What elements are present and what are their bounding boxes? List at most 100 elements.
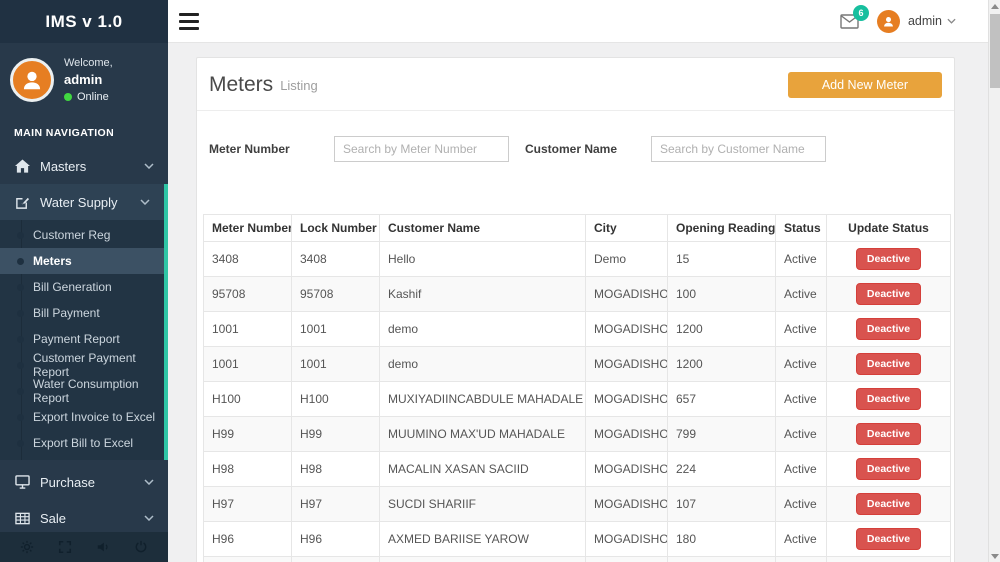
vertical-scrollbar[interactable] (988, 0, 1000, 562)
table-cell: 107 (667, 486, 776, 522)
table-cell: 180 (667, 521, 776, 557)
gear-icon[interactable] (20, 540, 34, 554)
online-dot-icon (64, 93, 72, 101)
sidebar-item-label: Masters (40, 158, 87, 174)
sidebar-subitem-customer-payment-report[interactable]: Customer Payment Report (0, 351, 164, 379)
table-cell: MOGADISHO (585, 486, 668, 522)
chevron-down-icon (144, 163, 154, 169)
app-logo[interactable]: IMS v 1.0 (0, 0, 168, 43)
scrollbar-thumb[interactable] (990, 14, 1000, 88)
table-grid-icon (14, 512, 30, 525)
sidebar-item-water-supply[interactable]: Water Supply (0, 184, 164, 220)
sidebar-item-purchase[interactable]: Purchase (0, 464, 168, 500)
header-username[interactable]: admin (907, 14, 942, 28)
edit-icon (14, 195, 30, 210)
table-row: H95H95CABDI MAX'ED QEYREMOGADISHO378Acti… (203, 556, 951, 562)
messages-button[interactable]: 6 (840, 4, 869, 29)
table-row: H98 H98 MACALIN XASAN SACIID MOGADISHO 224 Ac… (203, 451, 951, 487)
sidebar-subitem-meters[interactable]: Meters (0, 248, 164, 274)
meter-number-search-input[interactable] (334, 136, 509, 162)
table-row: H96 H96 AXMED BARIISE YAROW MOGADISHO 180 Act… (203, 521, 951, 557)
table-cell: MOGADISHO (585, 416, 668, 452)
sidebar-username: admin (64, 72, 103, 87)
deactive-button[interactable]: Deactive (855, 493, 922, 515)
scroll-down-icon[interactable] (989, 550, 1000, 562)
table-row: H99 H99 MUUMINO MAX'UD MAHADALE MOGADISHO 79… (203, 416, 951, 452)
meters-card: Meters Listing Add New Meter Meter Numbe… (196, 57, 955, 562)
table-cell: 1001 (291, 346, 380, 382)
table-cell: Deactive (826, 521, 951, 557)
deactive-button[interactable]: Deactive (855, 318, 922, 340)
table-cell: 657 (667, 381, 776, 417)
table-cell: Active (775, 416, 827, 452)
nav-header: MAIN NAVIGATION (14, 127, 115, 139)
table-cell: H98 (291, 451, 380, 487)
sidebar-subitem-customer-reg[interactable]: Customer Reg (0, 222, 164, 248)
scroll-up-icon[interactable] (989, 0, 1000, 12)
table-cell: Active (775, 276, 827, 312)
bullet-icon (17, 257, 24, 265)
main-content: Meters Listing Add New Meter Meter Numbe… (168, 43, 1000, 562)
table-cell: MOGADISHO (585, 381, 668, 417)
sidebar-subitem-water-consumption-report[interactable]: Water Consumption Report (0, 377, 164, 405)
col-lock-number: Lock Number (291, 214, 380, 242)
user-icon (23, 71, 41, 90)
table-row: H100 H100 MUXIYADIINCABDULE MAHADALE MOGADI… (203, 381, 951, 417)
chevron-down-icon (144, 515, 154, 521)
page-title: Meters (209, 73, 274, 96)
table-cell: H99 (203, 416, 292, 452)
table-cell: H100 (291, 381, 380, 417)
col-meter-number: Meter Number (203, 214, 292, 242)
bullet-icon (17, 413, 24, 421)
table-cell: H99 (291, 416, 380, 452)
sidebar-subitem-export-invoice[interactable]: Export Invoice to Excel (0, 404, 164, 430)
table-cell: H97 (291, 486, 380, 522)
deactive-button[interactable]: Deactive (855, 528, 922, 550)
sidebar-item-sale[interactable]: Sale (0, 500, 168, 536)
table-cell: Deactive (826, 346, 951, 382)
table-cell: MOGADISHO (585, 276, 668, 312)
filter-bar: Meter Number Customer Name (197, 111, 954, 162)
meters-table: Meter Number Lock Number Customer Name C… (203, 214, 951, 562)
deactive-button[interactable]: Deactive (855, 423, 922, 445)
table-cell: 1001 (203, 311, 292, 347)
customer-name-search-input[interactable] (651, 136, 826, 162)
table-cell: H96 (203, 521, 292, 557)
table-cell: AXMED BARIISE YAROW (379, 521, 586, 557)
table-cell: Deactive (826, 241, 951, 277)
welcome-text: Welcome, (64, 57, 113, 69)
table-cell: Active (775, 451, 827, 487)
deactive-button[interactable]: Deactive (855, 353, 922, 375)
deactive-button[interactable]: Deactive (855, 388, 922, 410)
hamburger-menu-icon[interactable] (168, 0, 210, 43)
table-cell: 95708 (203, 276, 292, 312)
deactive-button[interactable]: Deactive (855, 248, 922, 270)
table-cell: H96 (291, 521, 380, 557)
home-icon (14, 159, 30, 173)
sidebar-subitem-bill-payment[interactable]: Bill Payment (0, 300, 164, 326)
sidebar-subitem-export-bill[interactable]: Export Bill to Excel (0, 430, 164, 456)
deactive-button[interactable]: Deactive (855, 283, 922, 305)
online-status: Online (77, 91, 109, 103)
sidebar-item-masters[interactable]: Masters (0, 148, 168, 184)
header-avatar[interactable] (876, 9, 900, 33)
sidebar-subitem-payment-report[interactable]: Payment Report (0, 326, 164, 352)
speaker-icon[interactable] (96, 540, 110, 554)
table-cell: 799 (667, 416, 776, 452)
table-cell: Deactive (826, 381, 951, 417)
bullet-icon (17, 439, 24, 447)
sidebar-subitem-bill-generation[interactable]: Bill Generation (0, 274, 164, 300)
bullet-icon (17, 309, 24, 317)
add-new-meter-button[interactable]: Add New Meter (787, 72, 942, 98)
expand-icon[interactable] (58, 540, 72, 554)
sidebar-footer (0, 532, 168, 562)
subitem-label: Meters (33, 254, 72, 268)
table-cell: demo (379, 311, 586, 347)
col-opening-reading: Opening Reading (667, 214, 776, 242)
chevron-down-icon[interactable] (947, 18, 956, 24)
power-icon[interactable] (134, 540, 148, 554)
table-cell: Demo (585, 241, 668, 277)
deactive-button[interactable]: Deactive (855, 458, 922, 480)
chevron-down-icon (144, 479, 154, 485)
table-cell: 1200 (667, 346, 776, 382)
